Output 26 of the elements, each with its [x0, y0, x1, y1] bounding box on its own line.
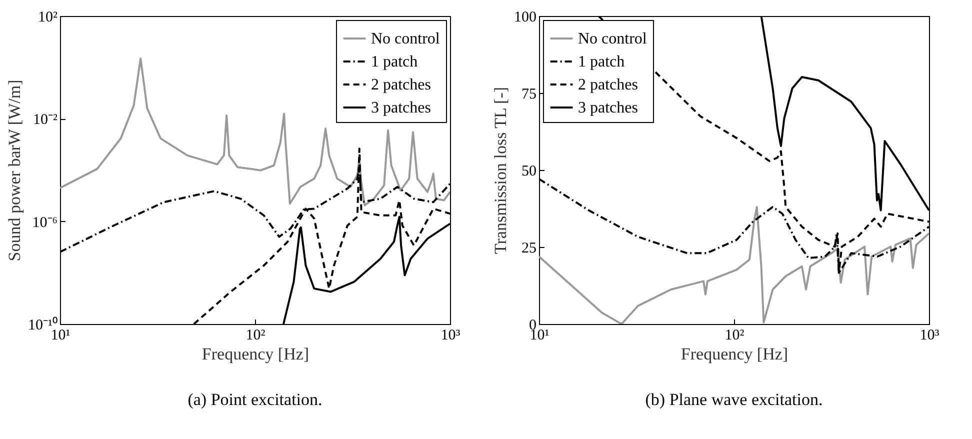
y-tick-label: 10²: [38, 10, 58, 26]
y-tick-label: 10⁻²: [33, 112, 58, 128]
legend-label: 2 patches: [371, 76, 431, 94]
x-tick-label: 10²: [246, 328, 266, 344]
y-axis-title: Sound power barW [W/m]: [5, 80, 24, 262]
legend-label: 1 patch: [371, 54, 418, 70]
y-tick-label: 100: [514, 10, 536, 26]
x-tick-label: 10³: [440, 328, 461, 344]
y-tick-label: 75: [522, 86, 536, 102]
x-axis-title: Frequency [Hz]: [202, 344, 310, 364]
y-axis-title: Transmission loss TL [-]: [491, 86, 510, 254]
legend-label: 1 patch: [578, 54, 625, 70]
legend-label: 2 patches: [578, 76, 638, 94]
legend-label: 3 patches: [371, 100, 431, 116]
text: (b) Plane wave excitation.: [645, 390, 823, 409]
y-tick-label: 10⁻⁶: [32, 214, 58, 231]
legend-label: 3 patches: [578, 100, 638, 116]
y-tick-label: 25: [522, 240, 536, 256]
x-tick-label: 10¹: [50, 328, 70, 344]
text: (a) Point excitation.: [188, 390, 322, 409]
legend-label: No control: [578, 30, 648, 48]
y-tick-label: 50: [522, 164, 536, 180]
x-tick-label: 10²: [724, 328, 745, 344]
x-axis-title: Frequency [Hz]: [680, 344, 788, 364]
legend-label: No control: [371, 30, 440, 48]
x-tick-label: 10³: [920, 328, 940, 344]
